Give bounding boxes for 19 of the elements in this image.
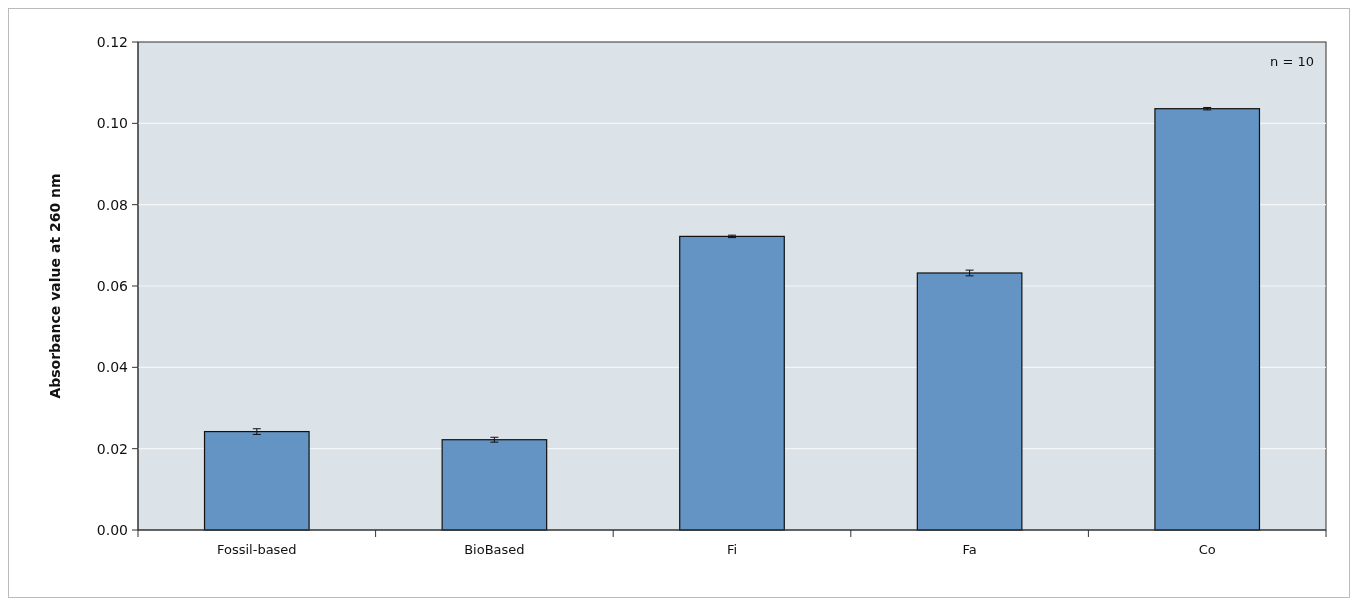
y-tick-label: 0.10	[96, 115, 128, 132]
y-tick-label: 0.08	[96, 196, 128, 213]
x-tick-label: Co	[1198, 542, 1216, 557]
x-tick-label: Fa	[962, 542, 977, 557]
y-tick-label: 0.00	[96, 521, 128, 538]
y-tick-label: 0.04	[96, 359, 129, 376]
y-axis-title: Absorbance value at 260 nm	[47, 173, 63, 399]
x-tick-label: Fossil-based	[216, 542, 297, 557]
bar	[679, 235, 785, 531]
y-tick-label: 0.06	[96, 277, 129, 294]
annotation: n = 10	[1270, 54, 1314, 69]
bar	[441, 439, 548, 531]
x-tick-label: Fi	[726, 542, 738, 557]
y-tick-label: 0.02	[96, 440, 128, 457]
bar	[203, 430, 310, 531]
x-tick-label: BioBased	[464, 542, 525, 557]
bar	[916, 272, 1023, 531]
y-tick-label: 0.12	[96, 33, 128, 50]
bar	[1154, 108, 1261, 531]
